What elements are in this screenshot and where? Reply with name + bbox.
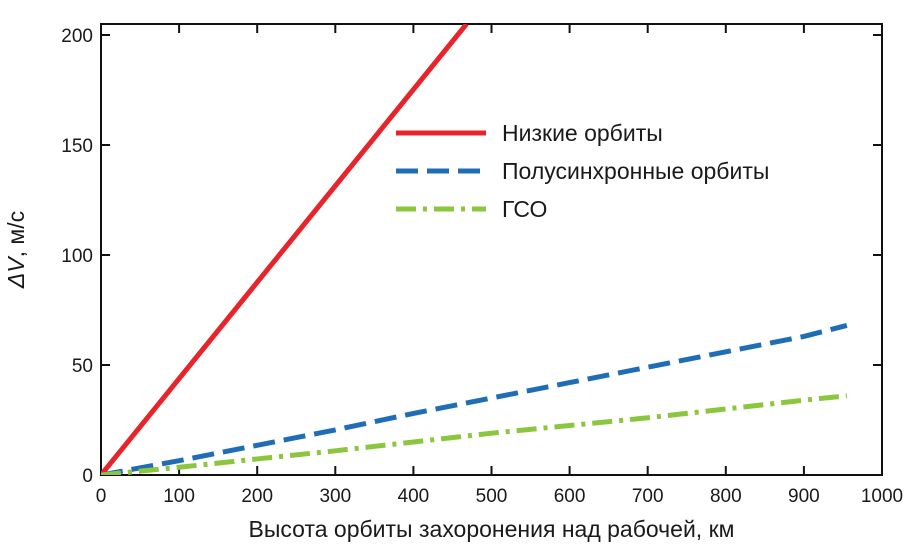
legend: Низкие орбиты Полусинхронные орбиты ГСО bbox=[396, 120, 769, 222]
y-axis-title-symbol: ΔV bbox=[3, 255, 29, 289]
plot-area bbox=[100, 23, 883, 476]
y-tick-label: 0 bbox=[82, 466, 93, 487]
plot-frame bbox=[100, 23, 883, 476]
x-tick-label: 500 bbox=[476, 486, 508, 507]
series-line-0 bbox=[101, 24, 469, 475]
x-tick-label: 700 bbox=[632, 486, 664, 507]
y-tick-label: 100 bbox=[61, 246, 93, 267]
legend-label-1: Полусинхронные орбиты bbox=[502, 158, 769, 184]
legend-label-2: ГСО bbox=[502, 196, 547, 222]
x-tick-label: 300 bbox=[319, 486, 351, 507]
y-tick-label: 50 bbox=[72, 356, 93, 377]
x-tick-label: 900 bbox=[788, 486, 820, 507]
series-line-2 bbox=[101, 393, 848, 475]
x-tick-label: 1000 bbox=[861, 486, 903, 507]
axis-ticks bbox=[100, 24, 883, 476]
y-axis-title: ΔV, м/с bbox=[3, 211, 29, 289]
x-tick-label: 100 bbox=[163, 486, 195, 507]
x-axis-title: Высота орбиты захоронения над рабочей, к… bbox=[249, 516, 735, 542]
y-tick-label: 150 bbox=[61, 136, 93, 157]
x-tick-label: 200 bbox=[241, 486, 273, 507]
data-series bbox=[101, 24, 848, 475]
legend-label-0: Низкие орбиты bbox=[502, 120, 663, 146]
x-tick-label: 0 bbox=[96, 486, 107, 507]
x-tick-label: 600 bbox=[554, 486, 586, 507]
x-tick-label: 800 bbox=[710, 486, 742, 507]
y-tick-label: 200 bbox=[61, 26, 93, 47]
series-line-1 bbox=[101, 322, 848, 475]
y-axis-title-unit: , м/с bbox=[3, 211, 29, 257]
axis-tick-labels: 0 100 200 300 400 500 600 700 800 900 1000 0 50 100 15… bbox=[61, 26, 903, 507]
x-tick-label: 400 bbox=[398, 486, 430, 507]
